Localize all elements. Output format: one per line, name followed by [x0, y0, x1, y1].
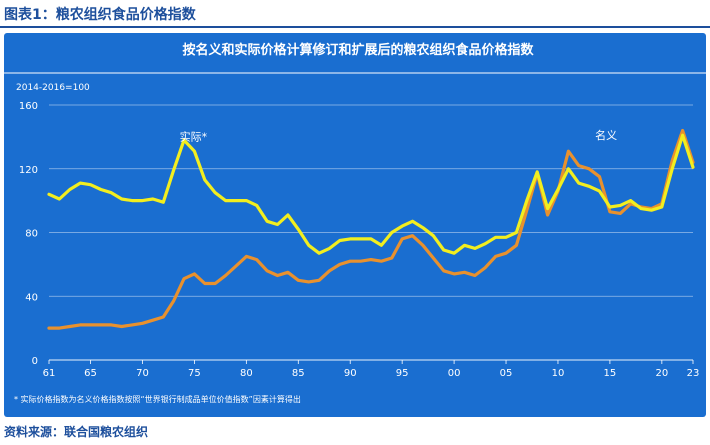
- y-axis-ticks: 0 40 80 120 160: [19, 101, 38, 367]
- annotation-1: 名义: [595, 128, 617, 142]
- x-axis-ticks: 61 65 70 75 80 85 90 95 00 05 10 15 20 23: [43, 360, 700, 379]
- x-tick-label-10: 10: [552, 368, 565, 379]
- series-line-1: [47, 133, 695, 255]
- title-rule: [0, 26, 710, 28]
- chart-title: 按名义和实际价格计算修订和扩展后的粮农组织食品价格指数: [182, 42, 534, 58]
- figure-title: 图表1：粮农组织食品价格指数: [4, 7, 196, 23]
- x-tick-label-7: 95: [396, 368, 409, 379]
- grid: [49, 104, 693, 361]
- y-axis-unit-label: 2014-2016=100: [16, 83, 90, 93]
- x-tick-label-4: 80: [240, 368, 253, 379]
- x-tick-label-5: 85: [292, 368, 305, 379]
- y-tick-label-3: 120: [19, 165, 38, 176]
- x-tick-label-8: 00: [448, 368, 461, 379]
- chart-footnote: * 实际价格指数为名义价格指数按照“世界银行制成品单位价值指数”因素计算得出: [14, 394, 301, 404]
- y-tick-label-0: 0: [32, 356, 38, 367]
- x-tick-label-6: 90: [344, 368, 357, 379]
- x-tick-label-11: 15: [604, 368, 617, 379]
- y-tick-label-1: 40: [25, 292, 38, 303]
- y-tick-label-4: 160: [19, 101, 38, 112]
- x-tick-label-1: 65: [84, 368, 97, 379]
- x-tick-label-9: 05: [500, 368, 513, 379]
- y-tick-label-2: 80: [25, 229, 38, 240]
- series-line-0: [47, 128, 695, 330]
- annotation-0: 实际*: [180, 129, 208, 143]
- line-chart: 按名义和实际价格计算修订和扩展后的粮农组织食品价格指数 2014-2016=10…: [4, 42, 706, 404]
- x-tick-label-12: 20: [655, 368, 668, 379]
- x-tick-label-0: 61: [43, 368, 56, 379]
- series-annotations: 实际* 名义: [180, 128, 617, 144]
- series-lines: [47, 128, 695, 330]
- x-tick-label-13: 23: [687, 368, 700, 379]
- source-note: 资料来源：联合国粮农组织: [4, 425, 149, 439]
- x-tick-label-2: 70: [136, 368, 149, 379]
- chart-panel: 按名义和实际价格计算修订和扩展后的粮农组织食品价格指数 2014-2016=10…: [4, 33, 706, 417]
- x-tick-label-3: 75: [188, 368, 201, 379]
